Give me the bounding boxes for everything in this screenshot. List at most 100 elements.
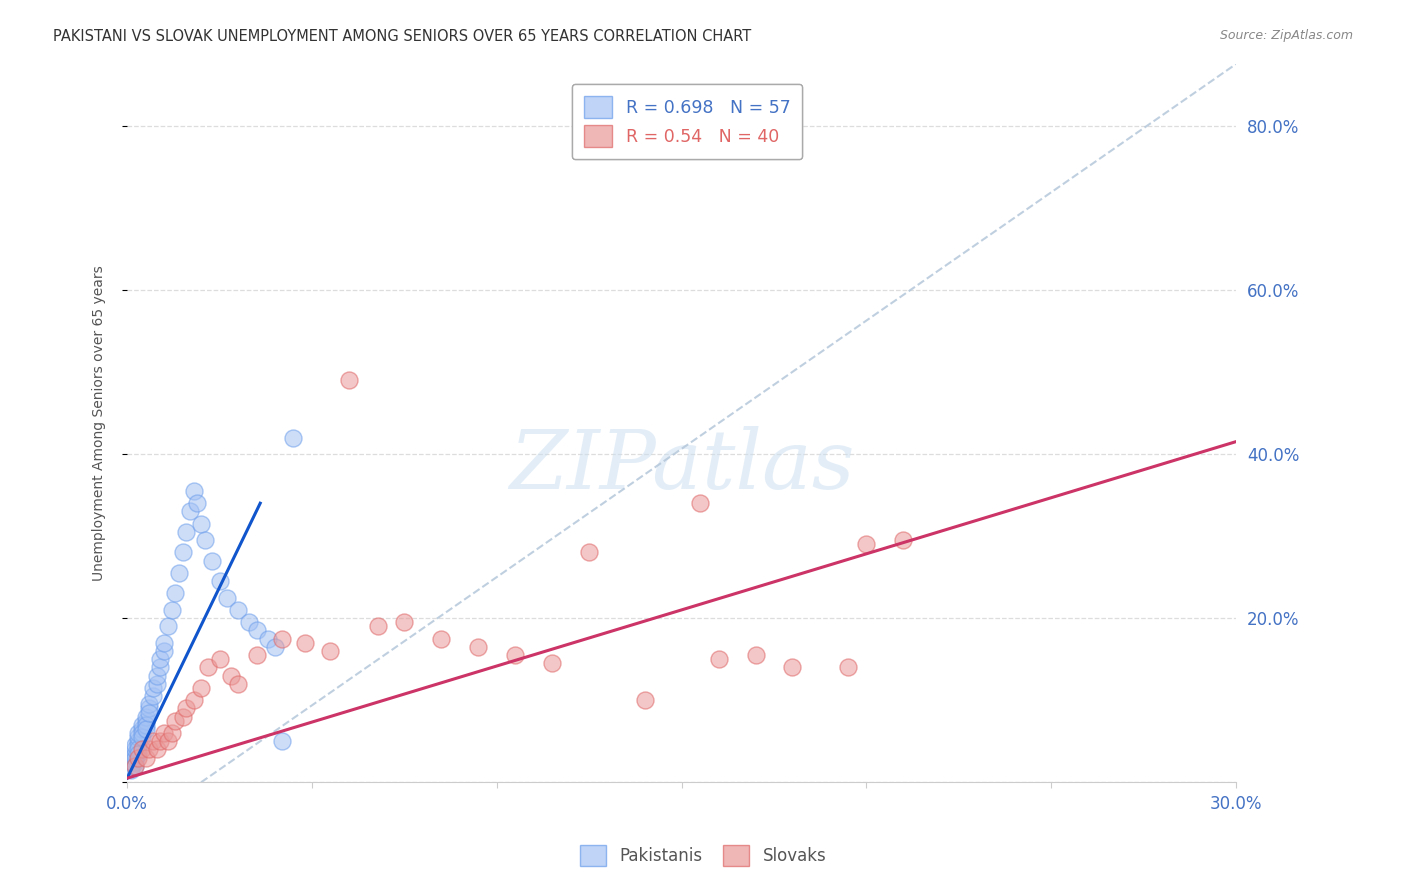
- Point: [367, 619, 389, 633]
- Point: [149, 734, 172, 748]
- Point: [194, 533, 217, 548]
- Point: [142, 734, 165, 748]
- Point: [238, 615, 260, 630]
- Point: [124, 759, 146, 773]
- Point: [138, 706, 160, 720]
- Point: [744, 648, 766, 662]
- Point: [160, 603, 183, 617]
- Point: [837, 660, 859, 674]
- Point: [145, 677, 167, 691]
- Y-axis label: Unemployment Among Seniors over 65 years: Unemployment Among Seniors over 65 years: [93, 265, 107, 581]
- Point: [430, 632, 453, 646]
- Point: [149, 660, 172, 674]
- Point: [124, 742, 146, 756]
- Point: [153, 726, 176, 740]
- Point: [142, 681, 165, 695]
- Point: [127, 730, 149, 744]
- Text: Source: ZipAtlas.com: Source: ZipAtlas.com: [1219, 29, 1353, 42]
- Point: [131, 726, 153, 740]
- Point: [294, 636, 316, 650]
- Point: [337, 373, 360, 387]
- Point: [176, 524, 198, 539]
- Point: [135, 709, 157, 723]
- Point: [156, 734, 179, 748]
- Point: [256, 632, 278, 646]
- Point: [124, 747, 146, 761]
- Text: ZIPatlas: ZIPatlas: [509, 426, 855, 507]
- Point: [183, 693, 205, 707]
- Point: [135, 714, 157, 728]
- Point: [201, 554, 224, 568]
- Point: [245, 624, 267, 638]
- Legend: Pakistanis, Slovaks: Pakistanis, Slovaks: [572, 838, 834, 873]
- Point: [120, 763, 142, 777]
- Point: [172, 709, 194, 723]
- Point: [149, 652, 172, 666]
- Point: [138, 698, 160, 712]
- Point: [467, 640, 489, 654]
- Point: [190, 681, 212, 695]
- Legend: R = 0.698   N = 57, R = 0.54   N = 40: R = 0.698 N = 57, R = 0.54 N = 40: [572, 84, 803, 160]
- Point: [215, 591, 238, 605]
- Point: [167, 566, 190, 580]
- Point: [782, 660, 804, 674]
- Point: [127, 726, 149, 740]
- Point: [131, 718, 153, 732]
- Point: [120, 759, 142, 773]
- Point: [176, 701, 198, 715]
- Point: [131, 730, 153, 744]
- Point: [124, 759, 146, 773]
- Point: [172, 545, 194, 559]
- Point: [142, 689, 165, 703]
- Point: [127, 742, 149, 756]
- Point: [541, 657, 564, 671]
- Point: [138, 701, 160, 715]
- Point: [245, 648, 267, 662]
- Point: [855, 537, 877, 551]
- Point: [633, 693, 655, 707]
- Point: [120, 750, 142, 764]
- Point: [264, 640, 287, 654]
- Point: [127, 747, 149, 761]
- Point: [226, 603, 249, 617]
- Point: [124, 739, 146, 753]
- Point: [183, 483, 205, 498]
- Point: [127, 734, 149, 748]
- Point: [124, 750, 146, 764]
- Point: [153, 636, 176, 650]
- Point: [138, 742, 160, 756]
- Point: [135, 750, 157, 764]
- Point: [124, 755, 146, 769]
- Point: [707, 652, 730, 666]
- Point: [165, 586, 187, 600]
- Point: [271, 632, 294, 646]
- Point: [208, 574, 231, 589]
- Point: [127, 739, 149, 753]
- Point: [394, 615, 416, 630]
- Point: [131, 722, 153, 736]
- Point: [153, 644, 176, 658]
- Point: [165, 714, 187, 728]
- Point: [208, 652, 231, 666]
- Point: [219, 668, 242, 682]
- Point: [319, 644, 342, 658]
- Point: [186, 496, 208, 510]
- Point: [160, 726, 183, 740]
- Point: [283, 431, 305, 445]
- Point: [179, 504, 201, 518]
- Point: [503, 648, 526, 662]
- Point: [127, 750, 149, 764]
- Point: [156, 619, 179, 633]
- Point: [197, 660, 219, 674]
- Point: [689, 496, 711, 510]
- Point: [135, 718, 157, 732]
- Point: [135, 722, 157, 736]
- Point: [891, 533, 914, 548]
- Point: [145, 742, 167, 756]
- Text: PAKISTANI VS SLOVAK UNEMPLOYMENT AMONG SENIORS OVER 65 YEARS CORRELATION CHART: PAKISTANI VS SLOVAK UNEMPLOYMENT AMONG S…: [53, 29, 752, 44]
- Point: [578, 545, 600, 559]
- Point: [120, 755, 142, 769]
- Point: [120, 760, 142, 774]
- Point: [145, 668, 167, 682]
- Point: [190, 516, 212, 531]
